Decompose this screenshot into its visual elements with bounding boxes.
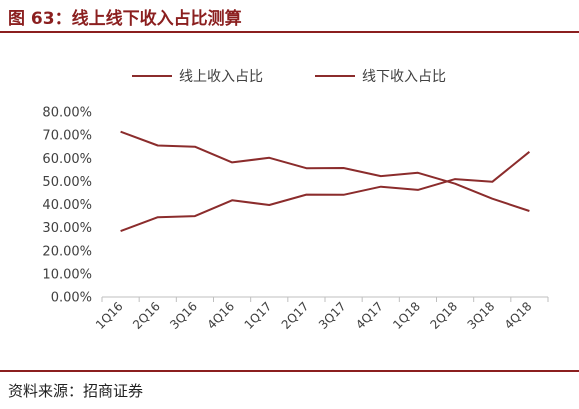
x-tick-label: 4Q16 (204, 299, 237, 332)
x-tick-label: 1Q16 (93, 299, 126, 332)
chart-legend: 线上收入占比 线下收入占比 (132, 69, 446, 85)
x-tick-label: 1Q18 (390, 299, 423, 332)
y-tick-label: 20.00% (42, 244, 92, 259)
chart-axes: 0.00% 10.00% 20.00% 30.00% 40.00% 50.00% 60.00… (42, 106, 549, 332)
y-tick-label: 80.00% (42, 106, 92, 121)
source-rule (0, 370, 579, 372)
x-tick-label: 3Q17 (316, 299, 349, 332)
legend-label-2: 线下收入占比 (362, 69, 446, 85)
line-chart: 线上收入占比 线下收入占比 0.00% 10.00% 20.00% 30.00% 40.0… (42, 69, 549, 332)
y-tick-label: 70.00% (42, 129, 92, 144)
x-tick-label: 2Q17 (279, 299, 312, 332)
y-tick-label: 10.00% (42, 267, 92, 282)
y-tick-label: 40.00% (42, 198, 92, 213)
x-tick-label: 1Q17 (242, 299, 275, 332)
x-tick-label: 3Q16 (167, 299, 200, 332)
y-tick-label: 30.00% (42, 221, 92, 236)
x-tick-label: 3Q18 (465, 299, 498, 332)
series-line-1 (120, 151, 531, 233)
y-tick-label: 0.00% (51, 291, 92, 306)
chart-series (120, 130, 531, 233)
x-tick-label: 4Q18 (502, 299, 535, 332)
x-tick-label: 2Q18 (427, 299, 460, 332)
series-line-2 (120, 130, 530, 212)
x-tick-label: 4Q17 (353, 299, 386, 332)
x-tick-label: 2Q16 (130, 299, 163, 332)
y-tick-label: 60.00% (42, 152, 92, 167)
title-rule (0, 31, 579, 33)
source-note: 资料来源：招商证券 (8, 382, 144, 400)
figure-title: 图 63：线上线下收入占比测算 (8, 9, 242, 29)
legend-label-1: 线上收入占比 (179, 69, 263, 85)
y-tick-label: 50.00% (42, 175, 92, 190)
